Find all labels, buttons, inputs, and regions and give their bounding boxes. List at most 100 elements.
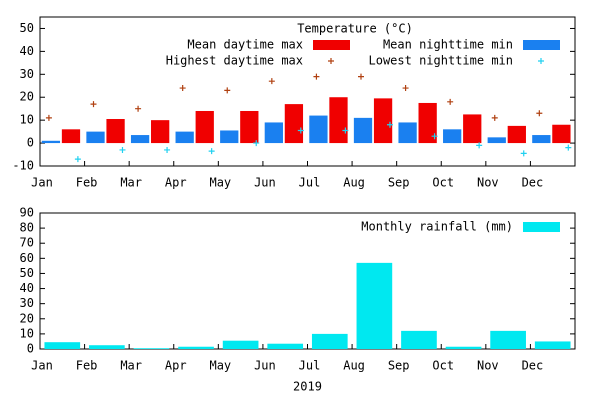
point <box>208 148 215 155</box>
y-tick-label: 80 <box>20 221 34 235</box>
x-tick-label: May <box>209 176 231 190</box>
legend-swatch <box>523 222 560 232</box>
legend-label: Mean nighttime min <box>383 38 513 52</box>
x-tick-label: Apr <box>165 359 187 373</box>
legend-label: Lowest nighttime min <box>369 54 514 68</box>
bar <box>61 129 81 144</box>
bar <box>445 346 482 349</box>
x-tick-label: Apr <box>165 176 187 190</box>
bar <box>418 102 437 144</box>
x-tick-label: Jul <box>299 176 321 190</box>
bar <box>311 333 348 349</box>
bar <box>443 129 462 144</box>
legend-swatch <box>313 40 350 50</box>
legend-label: Monthly rainfall (mm) <box>361 220 513 234</box>
y-tick-label: 70 <box>20 236 34 250</box>
point <box>520 150 527 157</box>
y-tick-label: 30 <box>20 67 34 81</box>
y-tick-label: 20 <box>20 90 34 104</box>
y-tick-label: 60 <box>20 251 34 265</box>
bar <box>133 348 170 349</box>
x-tick-label: Jul <box>299 359 321 373</box>
point <box>253 140 260 147</box>
x-tick-label: May <box>209 359 231 373</box>
point <box>179 85 186 92</box>
y-tick-label: 50 <box>20 266 34 280</box>
bar <box>487 137 506 144</box>
point <box>74 156 81 163</box>
x-tick-label: Oct <box>432 176 454 190</box>
x-tick-label: Oct <box>432 359 454 373</box>
bar <box>89 345 125 349</box>
point <box>538 58 544 64</box>
y-tick-label: 50 <box>20 21 34 35</box>
bar <box>151 120 170 144</box>
y-tick-label: 10 <box>20 326 34 340</box>
point <box>358 73 364 80</box>
point <box>90 101 97 108</box>
bar <box>220 130 239 144</box>
point <box>431 133 438 140</box>
x-tick-label: Mar <box>120 176 142 190</box>
point <box>328 58 334 64</box>
point <box>313 73 320 80</box>
x-tick-label: Jun <box>254 176 276 190</box>
y-tick-label: 30 <box>20 296 34 310</box>
y-tick-label: 40 <box>20 44 34 58</box>
y-tick-label: 0 <box>27 342 34 356</box>
x-tick-label: Feb <box>76 176 98 190</box>
legend-label: Mean daytime max <box>187 38 303 52</box>
bar <box>309 115 328 144</box>
bar <box>106 119 125 144</box>
point <box>45 114 52 121</box>
bar <box>130 135 150 144</box>
point <box>447 98 454 105</box>
bar <box>532 135 551 144</box>
bar <box>41 140 61 144</box>
point <box>491 114 498 121</box>
bar <box>463 114 482 144</box>
x-tick-label: Aug <box>343 176 365 190</box>
bar <box>284 104 304 144</box>
bar <box>356 262 393 349</box>
bar <box>373 98 393 144</box>
x-tick-label: Dec <box>522 176 544 190</box>
x-tick-label: Feb <box>76 359 98 373</box>
bar <box>329 97 348 144</box>
y-tick-label: 10 <box>20 113 34 127</box>
bar <box>44 342 81 349</box>
bar <box>267 343 304 349</box>
x-tick-label: Nov <box>477 359 499 373</box>
bar <box>507 125 526 144</box>
point <box>342 127 349 134</box>
bar <box>552 124 571 144</box>
point <box>536 110 543 117</box>
point <box>268 78 275 85</box>
bar <box>195 110 214 144</box>
bar <box>86 131 105 144</box>
point <box>297 127 304 134</box>
bar <box>264 122 283 144</box>
legend-swatch <box>523 40 560 50</box>
x-tick-label: Jan <box>31 176 53 190</box>
bar <box>534 341 571 349</box>
x-tick-label: Dec <box>522 359 544 373</box>
y-tick-label: 40 <box>20 281 34 295</box>
x-tick-label: Sep <box>388 359 410 373</box>
bar <box>222 340 259 349</box>
point <box>565 144 572 151</box>
point <box>164 146 171 153</box>
y-tick-label: -10 <box>12 159 34 173</box>
bar <box>490 330 526 349</box>
bar <box>401 330 437 349</box>
y-tick-label: 90 <box>20 206 34 220</box>
x-tick-label: Sep <box>388 176 410 190</box>
bar <box>178 346 214 349</box>
x-tick-label: Jan <box>31 359 53 373</box>
point <box>402 85 409 92</box>
point <box>135 105 142 112</box>
y-tick-label: 0 <box>27 136 34 150</box>
bar <box>240 110 259 144</box>
x-tick-label: Nov <box>477 176 499 190</box>
